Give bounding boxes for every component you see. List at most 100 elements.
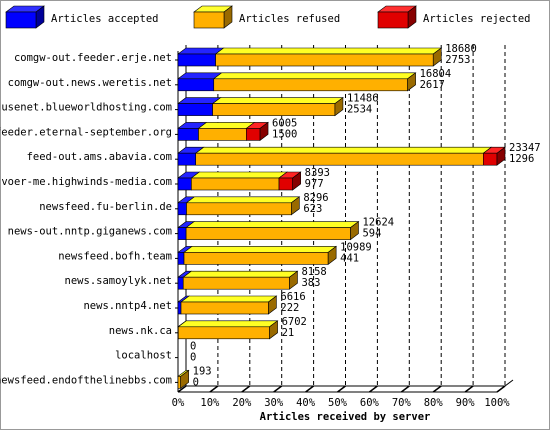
bar-side xyxy=(268,295,277,315)
bar-face xyxy=(185,227,351,240)
tick-mark xyxy=(177,385,187,393)
bar-face xyxy=(177,276,184,290)
category-label: voer-me.highwinds-media.com xyxy=(1,176,172,188)
legend-label: Articles refused xyxy=(239,13,340,25)
legend-label: Articles accepted xyxy=(51,13,158,25)
bar-face xyxy=(177,78,215,92)
bar-face xyxy=(177,320,279,328)
accepted-label: 2753 xyxy=(445,54,470,66)
category-label: usenet.blueworldhosting.com xyxy=(1,102,172,114)
bar xyxy=(177,72,223,92)
bar-face xyxy=(177,326,270,340)
tick-mark xyxy=(368,385,378,393)
bar-face xyxy=(213,78,408,92)
tick-mark xyxy=(496,385,506,393)
bar xyxy=(177,146,205,166)
bar-face xyxy=(177,152,197,166)
tick-mark xyxy=(464,385,474,393)
total-label: 8296 xyxy=(303,192,328,204)
bar xyxy=(212,72,417,92)
tick-mark xyxy=(432,385,442,393)
bar-face xyxy=(177,252,185,265)
bar-face xyxy=(212,103,336,116)
total-label: 10989 xyxy=(340,241,372,253)
bar-side xyxy=(327,245,337,265)
bar-face xyxy=(177,376,181,389)
bar-face xyxy=(195,152,484,166)
bar-face xyxy=(177,301,182,315)
category-label: news.samoylyk.net xyxy=(65,275,172,287)
total-label: 8393 xyxy=(305,167,330,179)
bar-side xyxy=(432,47,442,67)
accepted-label: 222 xyxy=(280,302,299,314)
bar-face xyxy=(191,177,280,191)
bar-side xyxy=(180,369,189,389)
bar xyxy=(177,320,279,340)
bar xyxy=(214,47,443,67)
x-tick-label: 80% xyxy=(424,397,444,409)
accepted-label: 441 xyxy=(340,252,359,264)
category-label: comgw-out.news.weretis.net xyxy=(8,77,172,89)
bar xyxy=(180,295,278,315)
bar-side xyxy=(334,96,344,117)
bar-side xyxy=(291,196,300,216)
bar-face xyxy=(183,252,329,265)
bar-face xyxy=(185,196,301,204)
category-label: news.nk.ca xyxy=(109,325,172,337)
tick-mark xyxy=(337,385,346,393)
bar-face xyxy=(186,202,292,216)
category-label: feeder.eternal-september.org xyxy=(0,126,172,138)
tick-mark xyxy=(209,385,219,393)
x-tick-label: 50% xyxy=(328,397,348,409)
accepted-label: 383 xyxy=(301,277,320,289)
bar xyxy=(278,171,302,191)
legend-swatch xyxy=(5,11,37,29)
bar xyxy=(197,122,256,141)
category-label: feed-out.ams.abavia.com xyxy=(27,151,172,163)
bar-face xyxy=(183,246,338,253)
tick-mark xyxy=(305,385,315,393)
total-label: 8158 xyxy=(301,266,326,278)
bar-face xyxy=(198,128,247,141)
total-label: 12624 xyxy=(362,217,394,229)
bar xyxy=(482,146,506,166)
x-tick-label: 20% xyxy=(232,397,252,409)
total-label: 16804 xyxy=(420,68,452,80)
total-label: 6702 xyxy=(282,316,307,328)
x-tick-label: 60% xyxy=(360,397,380,409)
bar-face xyxy=(278,177,293,191)
bar-face xyxy=(214,47,443,55)
accepted-label: 2617 xyxy=(420,79,445,91)
accepted-label: 1296 xyxy=(509,153,534,165)
category-label: newsfeed.endofthelinebbs.com xyxy=(0,374,172,386)
accepted-label: 594 xyxy=(362,228,381,240)
bar xyxy=(177,122,208,141)
bar-side xyxy=(289,270,298,290)
bar-face xyxy=(185,221,360,228)
total-label: 0 xyxy=(190,341,196,353)
bar-side xyxy=(496,146,506,166)
x-tick-label: 30% xyxy=(264,397,284,409)
accepted-label: 623 xyxy=(303,203,322,215)
bar-face xyxy=(177,53,216,67)
bar-face xyxy=(194,146,493,154)
category-label: newsfeed.bofh.team xyxy=(58,250,172,262)
legend-swatch xyxy=(377,11,409,29)
bar xyxy=(211,97,344,116)
accepted-label: 0 xyxy=(193,376,199,388)
legend-swatch xyxy=(193,11,225,29)
bar-face xyxy=(177,202,187,216)
x-axis-label: Articles received by server xyxy=(260,411,431,423)
bar-side xyxy=(350,221,359,241)
bar-face xyxy=(215,53,434,67)
bar-face xyxy=(182,276,290,290)
bar-face xyxy=(182,270,299,278)
accepted-label: 977 xyxy=(305,178,324,190)
bar xyxy=(177,295,190,315)
total-label: 6005 xyxy=(272,117,297,129)
x-tick-label: 0% xyxy=(172,397,185,409)
accepted-label: 1500 xyxy=(272,128,297,140)
bar xyxy=(185,196,301,216)
accepted-label: 2534 xyxy=(347,104,372,116)
